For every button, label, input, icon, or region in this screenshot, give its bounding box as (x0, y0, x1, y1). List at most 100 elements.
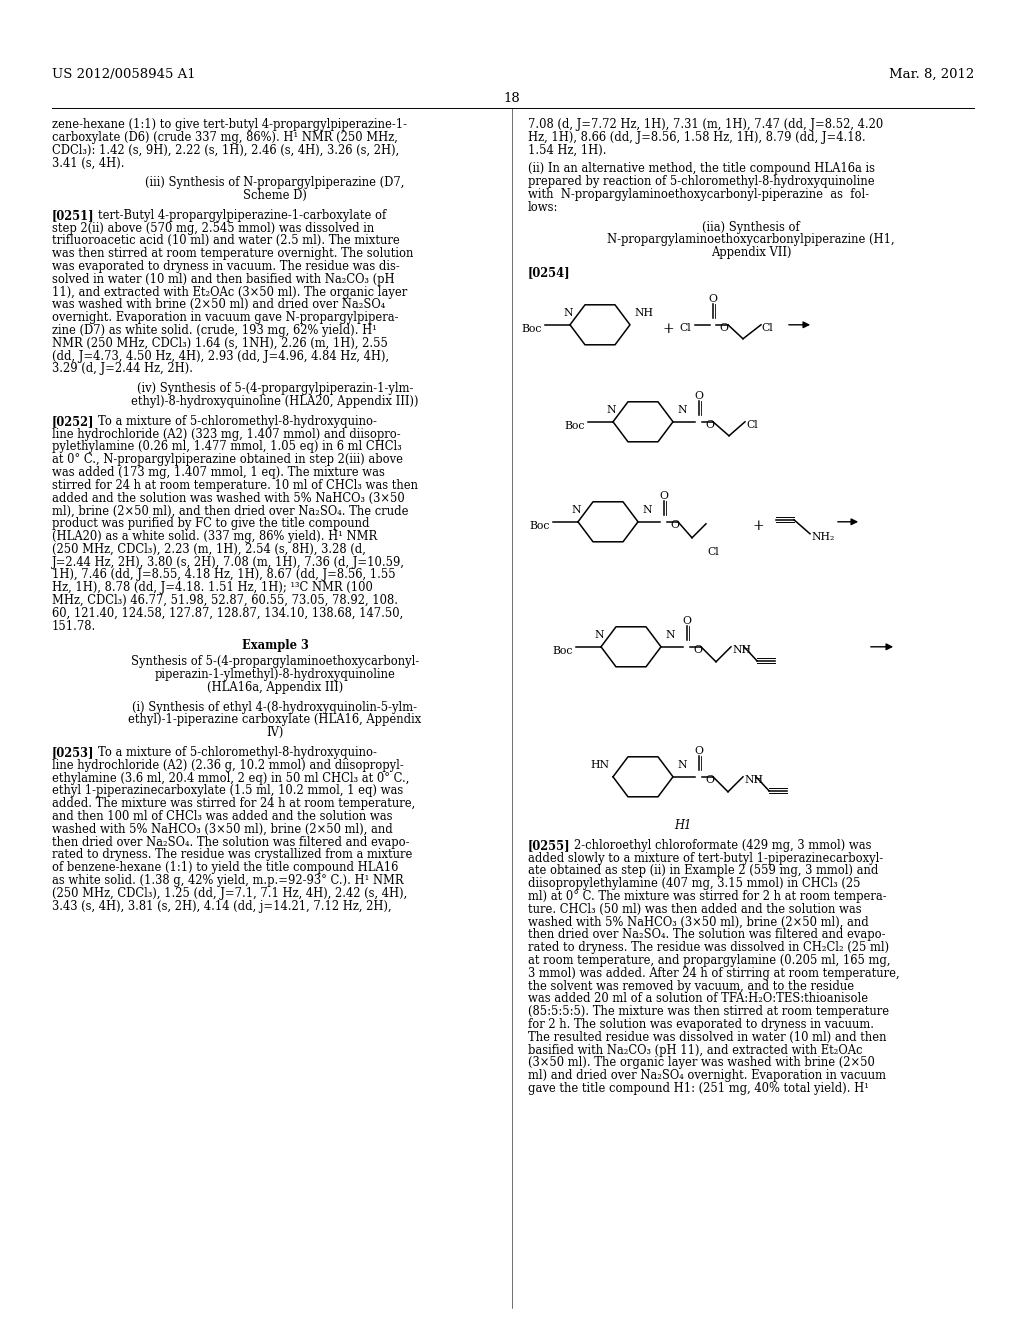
Text: diisopropylethylamine (407 mg, 3.15 mmol) in CHCl₃ (25: diisopropylethylamine (407 mg, 3.15 mmol… (528, 878, 860, 890)
Text: Boc: Boc (521, 323, 542, 334)
Text: washed with 5% NaHCO₃ (3×50 ml), brine (2×50 ml), and: washed with 5% NaHCO₃ (3×50 ml), brine (… (528, 916, 868, 928)
Text: US 2012/0058945 A1: US 2012/0058945 A1 (52, 69, 196, 81)
Text: O: O (694, 391, 703, 401)
Text: trifluoroacetic acid (10 ml) and water (2.5 ml). The mixture: trifluoroacetic acid (10 ml) and water (… (52, 235, 399, 247)
Text: O: O (705, 775, 714, 785)
Text: ml) at 0° C. The mixture was stirred for 2 h at room tempera-: ml) at 0° C. The mixture was stirred for… (528, 890, 887, 903)
Text: 151.78.: 151.78. (52, 619, 96, 632)
Text: added slowly to a mixture of tert-butyl 1-piperazinecarboxyl-: added slowly to a mixture of tert-butyl … (528, 851, 884, 865)
Text: at 0° C., N-propargylpiperazine obtained in step 2(iii) above: at 0° C., N-propargylpiperazine obtained… (52, 453, 403, 466)
Text: Cl: Cl (679, 323, 691, 333)
Text: NH₂: NH₂ (811, 532, 835, 541)
Text: Boc: Boc (564, 421, 585, 430)
Text: Hz, 1H), 8.78 (dd, J=4.18. 1.51 Hz, 1H); ¹³C NMR (100: Hz, 1H), 8.78 (dd, J=4.18. 1.51 Hz, 1H);… (52, 581, 373, 594)
Text: IV): IV) (266, 726, 284, 739)
Text: product was purified by FC to give the title compound: product was purified by FC to give the t… (52, 517, 370, 531)
Text: was washed with brine (2×50 ml) and dried over Na₂SO₄: was washed with brine (2×50 ml) and drie… (52, 298, 385, 312)
Text: HN: HN (590, 760, 609, 770)
Text: Mar. 8, 2012: Mar. 8, 2012 (889, 69, 974, 81)
Text: of benzene-hexane (1:1) to yield the title compound HLA16: of benzene-hexane (1:1) to yield the tit… (52, 861, 398, 874)
Text: Boc: Boc (553, 645, 573, 656)
Text: Cl: Cl (761, 323, 773, 333)
Text: was evaporated to dryness in vacuum. The residue was dis-: was evaporated to dryness in vacuum. The… (52, 260, 399, 273)
Text: stirred for 24 h at room temperature. 10 ml of CHCl₃ was then: stirred for 24 h at room temperature. 10… (52, 479, 418, 492)
Text: N: N (642, 504, 651, 515)
Text: (dd, J=4.73, 4.50 Hz, 4H), 2.93 (dd, J=4.96, 4.84 Hz, 4H),: (dd, J=4.73, 4.50 Hz, 4H), 2.93 (dd, J=4… (52, 350, 389, 363)
Text: ethylamine (3.6 ml, 20.4 mmol, 2 eq) in 50 ml CHCl₃ at 0° C.,: ethylamine (3.6 ml, 20.4 mmol, 2 eq) in … (52, 772, 410, 784)
Text: O: O (709, 294, 718, 304)
Text: Appendix VII): Appendix VII) (711, 247, 792, 259)
Text: (250 MHz, CDCl₃), 1.25 (dd, J=7.1, 7.1 Hz, 4H), 2.42 (s, 4H),: (250 MHz, CDCl₃), 1.25 (dd, J=7.1, 7.1 H… (52, 887, 408, 900)
Text: lows:: lows: (528, 201, 558, 214)
Text: 3 mmol) was added. After 24 h of stirring at room temperature,: 3 mmol) was added. After 24 h of stirrin… (528, 966, 900, 979)
Text: [0251]: [0251] (52, 209, 94, 222)
Text: 2-chloroethyl chloroformate (429 mg, 3 mmol) was: 2-chloroethyl chloroformate (429 mg, 3 m… (574, 838, 871, 851)
Text: was then stirred at room temperature overnight. The solution: was then stirred at room temperature ove… (52, 247, 414, 260)
Text: Boc: Boc (529, 521, 550, 531)
Text: ml) and dried over Na₂SO₄ overnight. Evaporation in vacuum: ml) and dried over Na₂SO₄ overnight. Eva… (528, 1069, 886, 1082)
Text: was added 20 ml of a solution of TFA:H₂O:TES:thioanisole: was added 20 ml of a solution of TFA:H₂O… (528, 993, 868, 1006)
Text: zine (D7) as white solid. (crude, 193 mg, 62% yield). H¹: zine (D7) as white solid. (crude, 193 mg… (52, 323, 377, 337)
Text: ethyl 1-piperazinecarboxylate (1.5 ml, 10.2 mmol, 1 eq) was: ethyl 1-piperazinecarboxylate (1.5 ml, 1… (52, 784, 403, 797)
Text: basified with Na₂CO₃ (pH 11), and extracted with Et₂OAc: basified with Na₂CO₃ (pH 11), and extrac… (528, 1044, 862, 1056)
Text: (iv) Synthesis of 5-(4-propargylpiperazin-1-ylm-: (iv) Synthesis of 5-(4-propargylpiperazi… (137, 383, 414, 395)
Text: with  N-propargylaminoethoxycarbonyl-piperazine  as  fol-: with N-propargylaminoethoxycarbonyl-pipe… (528, 187, 869, 201)
Text: ethyl)-8-hydroxyquinoline (HLA20, Appendix III)): ethyl)-8-hydroxyquinoline (HLA20, Append… (131, 395, 419, 408)
Text: To a mixture of 5-chloromethyl-8-hydroxyquino-: To a mixture of 5-chloromethyl-8-hydroxy… (98, 414, 377, 428)
Text: Synthesis of 5-(4-propargylaminoethoxycarbonyl-: Synthesis of 5-(4-propargylaminoethoxyca… (131, 655, 419, 668)
Text: gave the title compound H1: (251 mg, 40% total yield). H¹: gave the title compound H1: (251 mg, 40%… (528, 1082, 869, 1096)
Text: 3.41 (s, 4H).: 3.41 (s, 4H). (52, 156, 125, 169)
Text: N: N (571, 504, 581, 515)
Text: 7.08 (d, J=7.72 Hz, 1H), 7.31 (m, 1H), 7.47 (dd, J=8.52, 4.20: 7.08 (d, J=7.72 Hz, 1H), 7.31 (m, 1H), 7… (528, 117, 884, 131)
Text: Cl: Cl (746, 420, 758, 430)
Text: prepared by reaction of 5-chloromethyl-8-hydroxyquinoline: prepared by reaction of 5-chloromethyl-8… (528, 176, 874, 189)
Text: as white solid. (1.38 g, 42% yield, m.p.=92-93° C.). H¹ NMR: as white solid. (1.38 g, 42% yield, m.p.… (52, 874, 403, 887)
Text: then dried over Na₂SO₄. The solution was filtered and evapo-: then dried over Na₂SO₄. The solution was… (528, 928, 886, 941)
Text: (iii) Synthesis of N-propargylpiperazine (D7,: (iii) Synthesis of N-propargylpiperazine… (145, 176, 404, 189)
Text: was added (173 mg, 1.407 mmol, 1 eq). The mixture was: was added (173 mg, 1.407 mmol, 1 eq). Th… (52, 466, 385, 479)
Text: O: O (670, 520, 679, 529)
Text: carboxylate (D6) (crude 337 mg, 86%). H¹ NMR (250 MHz,: carboxylate (D6) (crude 337 mg, 86%). H¹… (52, 131, 398, 144)
Text: 1.54 Hz, 1H).: 1.54 Hz, 1H). (528, 144, 606, 157)
Text: N: N (677, 405, 686, 414)
Text: Hz, 1H), 8.66 (dd, J=8.56, 1.58 Hz, 1H), 8.79 (dd, J=4.18.: Hz, 1H), 8.66 (dd, J=8.56, 1.58 Hz, 1H),… (528, 131, 865, 144)
Text: (ii) In an alternative method, the title compound HLA16a is: (ii) In an alternative method, the title… (528, 162, 874, 176)
Text: CDCl₃): 1.42 (s, 9H), 2.22 (s, 1H), 2.46 (s, 4H), 3.26 (s, 2H),: CDCl₃): 1.42 (s, 9H), 2.22 (s, 1H), 2.46… (52, 144, 399, 157)
Text: at room temperature, and propargylamine (0.205 ml, 165 mg,: at room temperature, and propargylamine … (528, 954, 891, 968)
Text: N-propargylaminoethoxycarbonylpiperazine (H1,: N-propargylaminoethoxycarbonylpiperazine… (607, 234, 895, 247)
Text: rated to dryness. The residue was dissolved in CH₂Cl₂ (25 ml): rated to dryness. The residue was dissol… (528, 941, 889, 954)
Text: piperazin-1-ylmethyl)-8-hydroxyquinoline: piperazin-1-ylmethyl)-8-hydroxyquinoline (155, 668, 395, 681)
Text: J=2.44 Hz, 2H), 3.80 (s, 2H), 7.08 (m, 1H), 7.36 (d, J=10.59,: J=2.44 Hz, 2H), 3.80 (s, 2H), 7.08 (m, 1… (52, 556, 406, 569)
Text: O: O (694, 746, 703, 756)
Text: +: + (753, 519, 764, 533)
Text: then dried over Na₂SO₄. The solution was filtered and evapo-: then dried over Na₂SO₄. The solution was… (52, 836, 410, 849)
Text: 60, 121.40, 124.58, 127.87, 128.87, 134.10, 138.68, 147.50,: 60, 121.40, 124.58, 127.87, 128.87, 134.… (52, 607, 403, 620)
Text: NMR (250 MHz, CDCl₃) 1.64 (s, 1NH), 2.26 (m, 1H), 2.55: NMR (250 MHz, CDCl₃) 1.64 (s, 1NH), 2.26… (52, 337, 388, 350)
Text: Scheme D): Scheme D) (243, 189, 307, 202)
Text: O: O (659, 491, 669, 500)
Text: O: O (693, 644, 702, 655)
Text: line hydrochloride (A2) (2.36 g, 10.2 mmol) and diisopropyl-: line hydrochloride (A2) (2.36 g, 10.2 mm… (52, 759, 403, 772)
Text: (iia) Synthesis of: (iia) Synthesis of (702, 220, 800, 234)
Text: The resulted residue was dissolved in water (10 ml) and then: The resulted residue was dissolved in wa… (528, 1031, 887, 1044)
Text: O: O (683, 616, 691, 626)
Text: ethyl)-1-piperazine carboxylate (HLA16, Appendix: ethyl)-1-piperazine carboxylate (HLA16, … (128, 713, 422, 726)
Text: added. The mixture was stirred for 24 h at room temperature,: added. The mixture was stirred for 24 h … (52, 797, 416, 810)
Text: ate obtained as step (ii) in Example 2 (559 mg, 3 mmol) and: ate obtained as step (ii) in Example 2 (… (528, 865, 879, 878)
Text: N: N (563, 308, 572, 318)
Text: ture. CHCl₃ (50 ml) was then added and the solution was: ture. CHCl₃ (50 ml) was then added and t… (528, 903, 861, 916)
Text: To a mixture of 5-chloromethyl-8-hydroxyquino-: To a mixture of 5-chloromethyl-8-hydroxy… (98, 746, 377, 759)
Text: NH: NH (744, 775, 763, 785)
Text: [0255]: [0255] (528, 838, 570, 851)
Text: washed with 5% NaHCO₃ (3×50 ml), brine (2×50 ml), and: washed with 5% NaHCO₃ (3×50 ml), brine (… (52, 822, 393, 836)
Text: rated to dryness. The residue was crystallized from a mixture: rated to dryness. The residue was crysta… (52, 849, 413, 862)
Text: zene-hexane (1:1) to give tert-butyl 4-propargylpiperazine-1-: zene-hexane (1:1) to give tert-butyl 4-p… (52, 117, 407, 131)
Text: solved in water (10 ml) and then basified with Na₂CO₃ (pH: solved in water (10 ml) and then basifie… (52, 273, 394, 286)
Text: (250 MHz, CDCl₃), 2.23 (m, 1H), 2.54 (s, 8H), 3.28 (d,: (250 MHz, CDCl₃), 2.23 (m, 1H), 2.54 (s,… (52, 543, 366, 556)
Text: and then 100 ml of CHCl₃ was added and the solution was: and then 100 ml of CHCl₃ was added and t… (52, 810, 392, 822)
Text: N: N (665, 630, 675, 640)
Text: NH: NH (634, 308, 653, 318)
Text: 11), and extracted with Et₂OAc (3×50 ml). The organic layer: 11), and extracted with Et₂OAc (3×50 ml)… (52, 285, 408, 298)
Text: 18: 18 (504, 92, 520, 106)
Text: (i) Synthesis of ethyl 4-(8-hydroxyquinolin-5-ylm-: (i) Synthesis of ethyl 4-(8-hydroxyquino… (132, 701, 418, 714)
